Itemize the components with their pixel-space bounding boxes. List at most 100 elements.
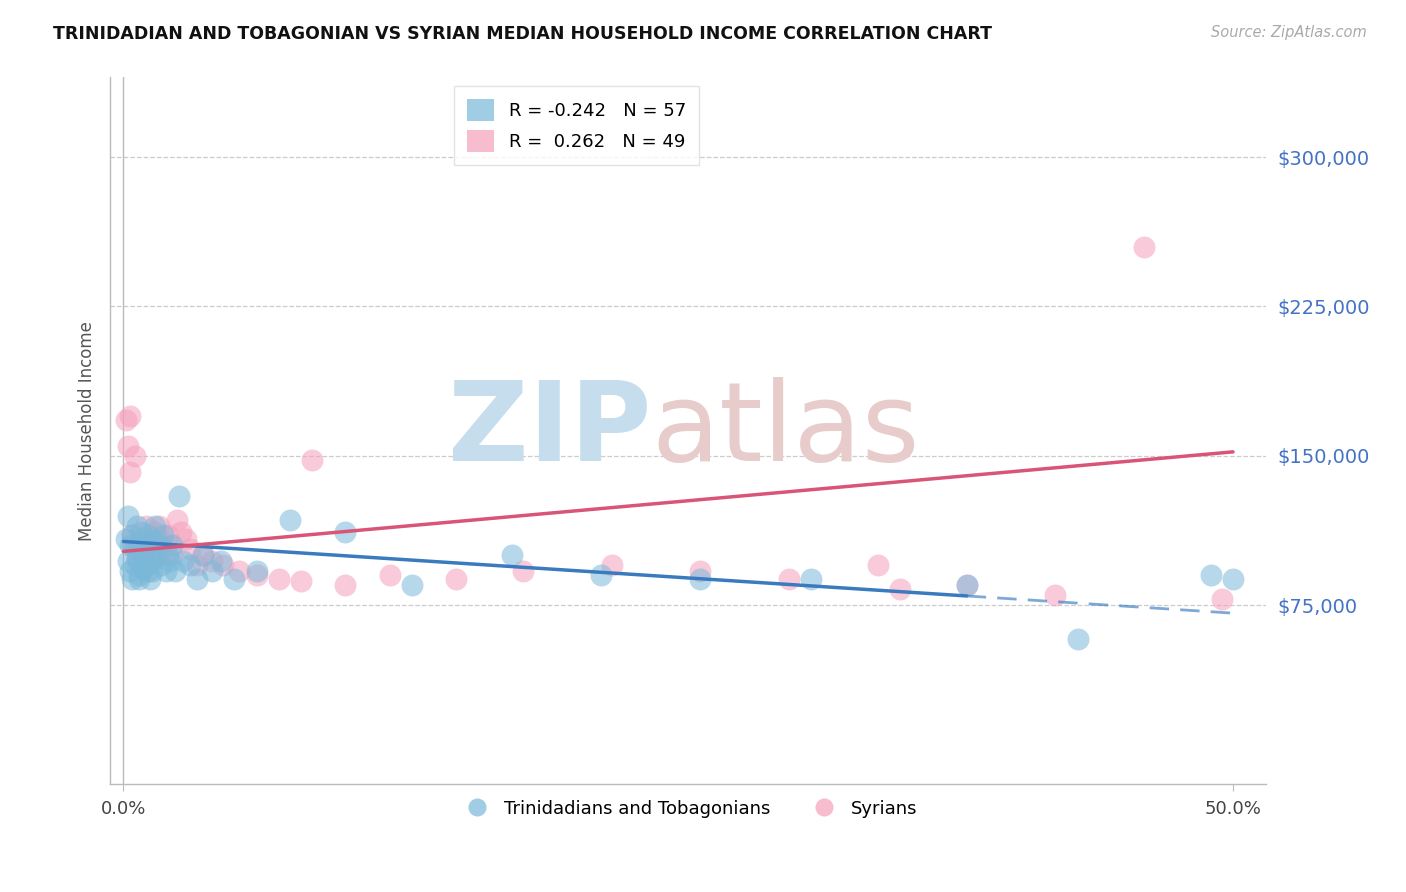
Point (201, 565, 224, 579)
Point (209, 554, 232, 568)
Point (141, 534, 163, 549)
Point (132, 549, 155, 563)
Point (778, 572, 800, 586)
Point (141, 542, 163, 557)
Point (136, 533, 159, 547)
Point (132, 562, 155, 576)
Point (150, 558, 173, 573)
Point (179, 542, 201, 557)
Point (148, 518, 170, 533)
Point (135, 558, 157, 573)
Point (117, 508, 139, 523)
Point (117, 439, 139, 453)
Point (186, 558, 208, 573)
Point (121, 572, 143, 586)
Point (246, 565, 269, 579)
Point (120, 565, 142, 579)
Point (152, 549, 174, 563)
Point (155, 538, 177, 552)
Y-axis label: Median Household Income: Median Household Income (79, 321, 96, 541)
Point (335, 524, 357, 539)
Point (135, 518, 157, 533)
Point (193, 549, 215, 563)
Point (800, 572, 823, 586)
Point (135, 534, 157, 549)
Point (186, 572, 208, 586)
Point (145, 534, 167, 549)
Point (120, 538, 142, 552)
Text: TRINIDADIAN AND TOBAGONIAN VS SYRIAN MEDIAN HOUSEHOLD INCOME CORRELATION CHART: TRINIDADIAN AND TOBAGONIAN VS SYRIAN MED… (53, 25, 993, 43)
Point (167, 489, 190, 503)
Point (125, 552, 148, 566)
Point (1045, 588, 1067, 602)
Point (866, 558, 889, 573)
Point (201, 554, 224, 568)
Point (120, 465, 142, 479)
Point (267, 572, 290, 586)
Point (128, 568, 150, 582)
Point (114, 413, 136, 427)
Point (114, 533, 136, 547)
Point (301, 452, 323, 467)
Point (163, 565, 186, 579)
Point (600, 558, 623, 573)
Point (401, 578, 423, 592)
Point (124, 542, 146, 557)
Point (148, 538, 170, 552)
Point (129, 524, 152, 539)
Point (1199, 568, 1222, 582)
Point (139, 554, 162, 568)
Point (150, 533, 173, 547)
Point (224, 572, 246, 586)
Point (889, 582, 911, 597)
Text: atlas: atlas (651, 377, 920, 484)
Point (128, 572, 150, 586)
Point (589, 568, 612, 582)
Point (179, 558, 201, 573)
Point (124, 449, 146, 463)
Text: Source: ZipAtlas.com: Source: ZipAtlas.com (1211, 25, 1367, 40)
Point (956, 578, 979, 592)
Point (143, 552, 166, 566)
Point (172, 554, 194, 568)
Point (246, 568, 269, 582)
Point (136, 528, 159, 542)
Point (162, 549, 184, 563)
Point (124, 538, 146, 552)
Point (125, 552, 148, 566)
Point (124, 558, 146, 573)
Point (1222, 572, 1244, 586)
Point (228, 565, 250, 579)
Point (120, 409, 142, 423)
Point (1211, 592, 1233, 607)
Point (156, 528, 179, 542)
Point (512, 565, 534, 579)
Point (143, 518, 166, 533)
Text: ZIP: ZIP (449, 377, 651, 484)
Point (689, 572, 711, 586)
Point (378, 568, 401, 582)
Point (125, 518, 148, 533)
Legend: Trinidadians and Tobagonians, Syrians: Trinidadians and Tobagonians, Syrians (451, 792, 925, 825)
Point (335, 578, 357, 592)
Point (136, 565, 159, 579)
Point (166, 512, 188, 526)
Point (117, 554, 139, 568)
Point (290, 574, 312, 589)
Point (128, 538, 150, 552)
Point (139, 572, 162, 586)
Point (152, 528, 174, 542)
Point (1066, 632, 1088, 646)
Point (956, 578, 979, 592)
Point (145, 549, 167, 563)
Point (162, 538, 184, 552)
Point (129, 533, 152, 547)
Point (132, 549, 155, 563)
Point (121, 528, 143, 542)
Point (170, 524, 193, 539)
Point (128, 538, 150, 552)
Point (193, 549, 215, 563)
Point (121, 528, 143, 542)
Point (1133, 240, 1156, 254)
Point (143, 524, 166, 539)
